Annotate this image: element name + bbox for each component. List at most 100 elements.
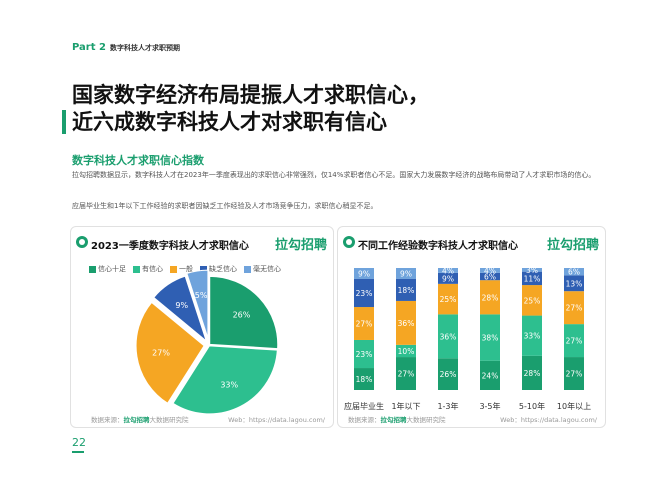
bar-label: 24% — [482, 371, 499, 380]
bar-label: 28% — [482, 293, 499, 302]
bar-label: 36% — [398, 319, 415, 328]
bar-label: 6% — [568, 268, 580, 277]
bar-label: 27% — [398, 370, 415, 379]
bar-label: 27% — [356, 320, 373, 329]
bar-segment — [354, 368, 374, 390]
pie-label-2: 33% — [220, 381, 238, 390]
headline: 国家数字经济布局提振人才求职信心， 近六成数字科技人才对求职有信心 — [72, 82, 429, 136]
bar-label: 26% — [440, 370, 457, 379]
bar-segment — [564, 324, 584, 358]
pie-label-3: 27% — [152, 349, 170, 358]
source-brand: 拉勾招聘 — [380, 416, 407, 424]
source-prefix: 数据来源： — [91, 416, 124, 424]
brand-logo: 拉勾招聘 — [546, 238, 599, 253]
x-tick-label: 10年以上 — [557, 401, 591, 411]
bar-label: 27% — [566, 304, 583, 313]
subhead: 数字科技人才求职信心指数 — [72, 154, 204, 167]
bar-segment — [522, 268, 542, 272]
bar-segment — [438, 314, 458, 359]
bar-segment — [480, 314, 500, 361]
bar-segment — [480, 360, 500, 390]
bar-label: 9% — [358, 269, 370, 278]
pie-chart: 26% 33% 27% 9% 5% — [135, 269, 279, 415]
bar-segment — [354, 278, 374, 308]
legend-item: 有信心 — [133, 264, 163, 274]
legend-swatch — [200, 265, 207, 273]
bar-card: 不同工作经验数字科技人才求职信心 拉勾招聘 18% 23% 27% 23% 9% 应届毕业… — [337, 226, 606, 428]
bar-label: 4% — [442, 266, 454, 275]
bar-label: 3% — [526, 266, 538, 275]
x-tick-label: 5-10年 — [519, 401, 545, 411]
bar-segment — [438, 283, 458, 315]
legend-item: 信心十足 — [89, 264, 126, 274]
bar-segment — [522, 285, 542, 316]
legend-swatch — [133, 265, 140, 273]
legend-item: 缺乏信心 — [200, 264, 237, 274]
bar-label: 11% — [524, 274, 541, 283]
accent-bar — [62, 110, 66, 134]
source-note: 数据来源：拉勾招聘大数据研究院 — [91, 414, 189, 424]
bar-label: 10% — [398, 347, 415, 356]
legend-item: 毫无信心 — [244, 264, 281, 274]
bar-label: 18% — [356, 375, 373, 384]
legend-label: 信心十足 — [98, 265, 126, 273]
source-suffix: 大数据研究院 — [149, 416, 189, 424]
bar-segment — [522, 315, 542, 356]
source-suffix: 大数据研究院 — [406, 416, 446, 424]
bar-segment — [438, 272, 458, 284]
bar-segment — [480, 268, 500, 273]
bar-label: 23% — [356, 289, 373, 298]
x-tick-label: 1-3年 — [437, 401, 458, 411]
bar-label: 25% — [524, 296, 541, 305]
pie-label-1: 26% — [233, 311, 251, 320]
x-tick-label: 3-5年 — [479, 401, 500, 411]
bar-label: 33% — [524, 332, 541, 341]
bar-segment — [438, 358, 458, 390]
web-note: Web：https://data.lagou.com/ — [500, 416, 597, 424]
bar-label: 27% — [566, 337, 583, 346]
bar-chart-icon — [343, 236, 355, 248]
page-number: 22 — [72, 436, 86, 449]
pie-slice-1 — [209, 275, 279, 350]
bar-label: 25% — [440, 295, 457, 304]
pie-label-5: 5% — [195, 291, 208, 300]
bar-segment — [522, 271, 542, 286]
bar-label: 23% — [356, 350, 373, 359]
brand-logo: 拉勾招聘 — [274, 238, 327, 253]
pie-slice-2 — [172, 345, 278, 415]
pie-slice-3 — [135, 301, 205, 404]
x-tick-label: 应届毕业生 — [344, 401, 384, 411]
pie-chart-icon — [76, 236, 88, 248]
headline-line2: 近六成数字科技人才对求职有信心 — [72, 110, 387, 134]
source-brand: 拉勾招聘 — [123, 416, 150, 424]
bar-segment — [396, 357, 416, 390]
legend-label: 毫无信心 — [253, 265, 281, 273]
bar-segment — [354, 339, 374, 369]
pie-slice-5 — [186, 269, 209, 339]
bar-segment — [354, 307, 374, 340]
bar-segment — [396, 344, 416, 358]
part-header: Part 2 数字科技人才求职预期 — [72, 42, 180, 53]
bar-segment — [396, 268, 416, 279]
headline-line1: 国家数字经济布局提振人才求职信心， — [72, 83, 429, 107]
bar-label: 13% — [566, 279, 583, 288]
bar-label: 38% — [482, 334, 499, 343]
legend-label: 一般 — [179, 265, 193, 273]
bar-label: 4% — [484, 266, 496, 275]
stacked-bar-chart: 18% 23% 27% 23% 9% 应届毕业生 27% 10% 36% 18% 9% 1年以下 26%… — [344, 266, 591, 411]
bar-segment — [564, 357, 584, 390]
legend-label: 有信心 — [142, 265, 163, 273]
bar-title: 不同工作经验数字科技人才求职信心 — [358, 241, 518, 252]
legend-item: 一般 — [170, 264, 193, 274]
pie-title: 2023一季度数字科技人才求职信心 — [91, 241, 249, 252]
legend-swatch — [170, 265, 177, 273]
legend-label: 缺乏信心 — [209, 265, 237, 273]
bar-label: 6% — [484, 273, 496, 282]
bar-segment — [564, 275, 584, 292]
pie-legend: 信心十足 有信心 一般 缺乏信心 毫无信心 — [89, 264, 281, 274]
source-prefix: 数据来源： — [348, 416, 381, 424]
bar-label: 18% — [398, 286, 415, 295]
paragraph-2: 应届毕业生和1年以下工作经验的求职者因缺乏工作经验及人才市场竞争压力，求职信心稍… — [72, 202, 378, 210]
bar-segment — [396, 278, 416, 301]
pie-card: 2023一季度数字科技人才求职信心 拉勾招聘 信心十足 有信心 一般 缺乏信心 … — [70, 226, 334, 428]
